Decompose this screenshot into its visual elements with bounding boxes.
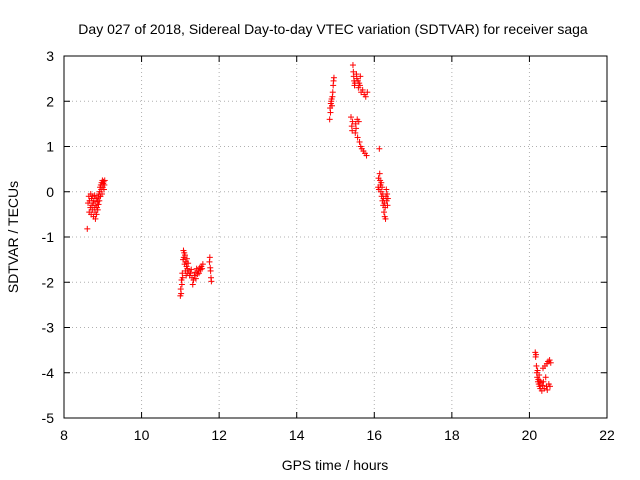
chart-title: Day 027 of 2018, Sidereal Day-to-day VTE… bbox=[78, 21, 588, 37]
data-points bbox=[84, 62, 554, 394]
y-tick-label: 1 bbox=[46, 139, 54, 155]
data-point bbox=[192, 275, 199, 282]
data-point bbox=[326, 116, 333, 123]
data-point bbox=[354, 134, 361, 141]
data-point bbox=[91, 192, 98, 199]
y-tick-label: -1 bbox=[42, 229, 55, 245]
plot-frame bbox=[63, 55, 608, 419]
data-point bbox=[546, 357, 553, 364]
data-point bbox=[188, 266, 195, 273]
data-point bbox=[93, 211, 100, 218]
data-point bbox=[208, 278, 215, 285]
data-point bbox=[187, 270, 194, 277]
data-point bbox=[539, 382, 546, 389]
data-point bbox=[185, 260, 192, 267]
data-point bbox=[182, 252, 189, 259]
x-tick-label: 18 bbox=[444, 427, 460, 443]
x-tick-label: 14 bbox=[289, 427, 305, 443]
data-point bbox=[183, 255, 190, 262]
data-point bbox=[92, 215, 99, 222]
data-point bbox=[94, 206, 101, 213]
data-point bbox=[359, 86, 366, 93]
data-point bbox=[99, 191, 106, 198]
data-point bbox=[384, 195, 391, 202]
data-point bbox=[349, 62, 356, 69]
data-point bbox=[207, 267, 214, 274]
y-tick-label: 2 bbox=[46, 93, 54, 109]
data-point bbox=[544, 386, 551, 393]
data-point bbox=[378, 179, 385, 186]
y-axis-label: SDTVAR / TECUs bbox=[5, 181, 21, 293]
x-tick-label: 20 bbox=[522, 427, 538, 443]
data-point bbox=[536, 372, 543, 379]
x-tick-label: 16 bbox=[366, 427, 382, 443]
data-point bbox=[178, 290, 185, 297]
x-axis-label: GPS time / hours bbox=[282, 457, 389, 473]
data-point bbox=[199, 261, 206, 268]
data-point bbox=[364, 89, 371, 96]
data-point bbox=[348, 114, 355, 121]
grid-layer bbox=[64, 56, 607, 418]
data-point bbox=[95, 201, 102, 208]
y-tick-label: -2 bbox=[42, 274, 55, 290]
data-point bbox=[199, 265, 206, 272]
data-point bbox=[376, 170, 383, 177]
data-point bbox=[384, 191, 391, 198]
data-point bbox=[362, 93, 369, 100]
x-tick-label: 22 bbox=[599, 427, 615, 443]
y-tick-label: -3 bbox=[42, 320, 55, 336]
x-tick-label: 12 bbox=[211, 427, 227, 443]
x-tick-label: 10 bbox=[134, 427, 150, 443]
data-point bbox=[349, 118, 356, 125]
data-point bbox=[383, 186, 390, 193]
data-point bbox=[384, 202, 391, 209]
x-tick-label: 8 bbox=[60, 427, 68, 443]
data-point bbox=[379, 184, 386, 191]
y-tick-label: -5 bbox=[42, 410, 55, 426]
data-point bbox=[353, 125, 360, 132]
data-point bbox=[352, 129, 359, 136]
data-point bbox=[363, 152, 370, 159]
data-point bbox=[96, 197, 103, 204]
data-point bbox=[206, 254, 213, 261]
data-point bbox=[547, 359, 554, 366]
data-point bbox=[100, 178, 107, 185]
data-point bbox=[533, 362, 540, 369]
data-point bbox=[376, 145, 383, 152]
data-point bbox=[329, 102, 336, 109]
y-tick-label: -4 bbox=[42, 365, 55, 381]
data-point bbox=[382, 215, 389, 222]
data-point bbox=[327, 109, 334, 116]
data-point bbox=[355, 118, 362, 125]
data-point bbox=[101, 177, 108, 184]
data-point bbox=[330, 74, 337, 81]
data-point bbox=[356, 82, 363, 89]
y-tick-label: 0 bbox=[46, 184, 54, 200]
data-point bbox=[84, 225, 91, 232]
data-point bbox=[533, 351, 540, 358]
data-point bbox=[329, 89, 336, 96]
data-point bbox=[542, 374, 549, 381]
data-point bbox=[540, 378, 547, 385]
data-point bbox=[179, 274, 186, 281]
data-point bbox=[189, 281, 196, 288]
data-point bbox=[357, 73, 364, 80]
data-point bbox=[380, 209, 387, 216]
data-point bbox=[195, 270, 202, 277]
y-tick-label: 3 bbox=[46, 48, 54, 64]
data-point bbox=[349, 127, 356, 134]
data-point bbox=[546, 383, 553, 390]
data-point bbox=[356, 138, 363, 145]
data-point bbox=[191, 272, 198, 279]
data-point bbox=[534, 367, 541, 374]
data-point bbox=[178, 281, 185, 288]
